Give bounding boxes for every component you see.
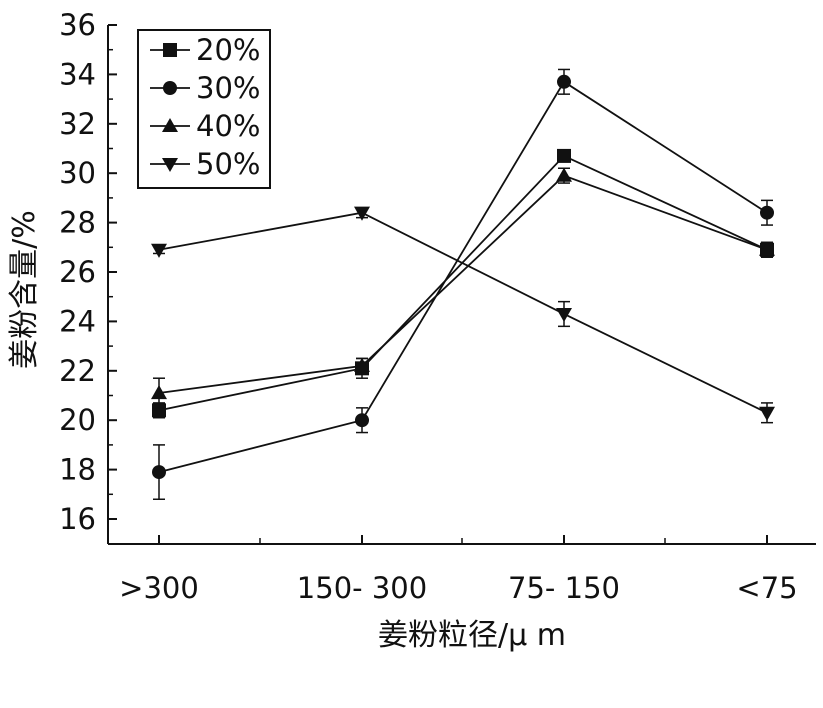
- data-point-triangle-up: [354, 357, 370, 372]
- data-point-square: [557, 148, 571, 163]
- data-point-triangle-down: [354, 206, 370, 221]
- data-point-triangle-down: [162, 157, 178, 173]
- legend-item: 30%: [150, 71, 260, 105]
- y-tick-label: 22: [59, 354, 96, 388]
- data-point-square: [152, 403, 166, 418]
- series-line: [158, 211, 768, 414]
- x-axis-title: 姜粉粒径/μ m: [378, 618, 566, 653]
- data-point-circle: [557, 74, 571, 89]
- y-tick-label: 28: [59, 206, 96, 240]
- series-line: [158, 174, 768, 394]
- legend-item: 40%: [150, 109, 260, 143]
- data-point-triangle-down: [556, 307, 572, 323]
- data-point-triangle-up: [162, 117, 178, 133]
- y-tick-label: 18: [59, 453, 96, 487]
- series-30%: [152, 68, 774, 500]
- x-tick-label: <75: [736, 571, 797, 605]
- data-point-circle: [152, 465, 166, 480]
- legend-label: 40%: [196, 109, 260, 143]
- data-point-circle: [760, 205, 774, 220]
- y-tick-label: 16: [59, 502, 96, 536]
- y-tick-label: 36: [59, 8, 96, 42]
- series-50%: [151, 206, 775, 424]
- legend-label: 50%: [196, 147, 260, 181]
- y-tick-label: 34: [59, 57, 96, 91]
- legend: 20% 30% 40% 50%: [137, 29, 271, 189]
- y-tick-label: 20: [59, 403, 96, 437]
- series-layer: [151, 68, 775, 500]
- axes: 16 18 20 22 24 26 28 30 32 34 36 >300 150- 300 75- 15…: [59, 8, 816, 605]
- y-tick-label: 24: [59, 304, 96, 338]
- legend-item: 20%: [150, 33, 260, 67]
- x-tick-label: 150- 300: [297, 571, 427, 605]
- y-tick-label: 26: [59, 255, 96, 289]
- data-point-circle: [355, 413, 369, 428]
- data-point-circle: [163, 81, 177, 95]
- y-tick-label: 30: [59, 156, 96, 190]
- series-20%: [152, 148, 774, 419]
- data-point-square: [163, 43, 177, 57]
- legend-box: [137, 29, 271, 189]
- series-line: [158, 80, 768, 473]
- legend-label: 20%: [196, 33, 260, 67]
- x-tick-label: >300: [119, 571, 199, 605]
- y-axis-title: 姜粉含量/%: [7, 210, 42, 369]
- data-point-triangle-up: [556, 167, 572, 182]
- legend-label: 30%: [196, 71, 260, 105]
- data-point-triangle-up: [151, 384, 167, 400]
- data-point-triangle-down: [759, 406, 775, 421]
- legend-item: 50%: [150, 147, 260, 181]
- y-tick-label: 32: [59, 107, 96, 141]
- data-point-triangle-up: [759, 241, 775, 256]
- series-line: [158, 154, 768, 412]
- x-tick-label: 75- 150: [508, 571, 620, 605]
- series-40%: [151, 167, 775, 409]
- data-point-triangle-down: [151, 243, 167, 258]
